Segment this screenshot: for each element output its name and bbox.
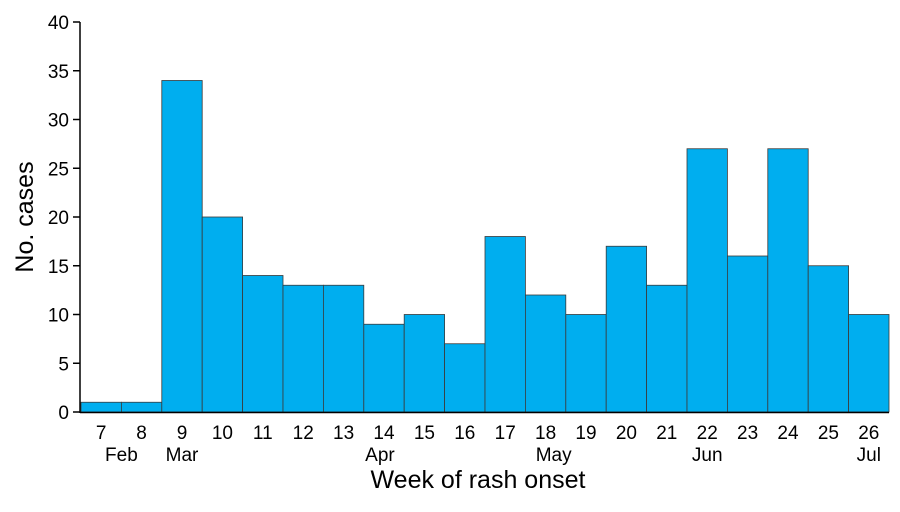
month-label: Mar xyxy=(166,445,199,466)
bar-week-8 xyxy=(121,401,163,413)
x-tick-label: 7 xyxy=(96,423,107,444)
x-tick-label: 9 xyxy=(177,423,188,444)
month-label: Jun xyxy=(692,445,723,466)
x-axis-label: Week of rash onset xyxy=(371,466,586,494)
x-tick-label: 12 xyxy=(293,423,314,444)
bar-week-20 xyxy=(605,245,648,413)
x-tick-label: 21 xyxy=(656,423,677,444)
x-tick-label: 16 xyxy=(454,423,475,444)
x-tick-label: 13 xyxy=(333,423,354,444)
axes: 7 8 9 10 11 12 13 14 15 16 17 18 19 20 21 22 23 24 25 26 0 5 1… xyxy=(48,13,889,466)
y-tick-label: 20 xyxy=(48,208,69,229)
y-tick-label: 10 xyxy=(48,306,69,327)
x-tick-label: 17 xyxy=(495,423,516,444)
bar-week-17 xyxy=(484,236,526,413)
bar-week-14 xyxy=(363,323,405,413)
x-tick-label: 23 xyxy=(737,423,758,444)
x-tick-label: 14 xyxy=(373,423,395,444)
x-tick-label: 20 xyxy=(616,423,637,444)
bar-week-12 xyxy=(282,284,324,413)
x-tick-label: 19 xyxy=(575,423,596,444)
x-tick-label: 15 xyxy=(414,423,435,444)
month-label: Jul xyxy=(857,445,881,466)
bar-week-16 xyxy=(444,343,486,413)
month-label: May xyxy=(536,445,572,466)
y-tick-label: 0 xyxy=(58,403,69,424)
x-tick-label: 8 xyxy=(136,423,147,444)
y-axis-label: No. cases xyxy=(11,161,39,272)
bar-week-10 xyxy=(201,216,243,413)
bar-week-13 xyxy=(322,284,365,413)
bar-week-7 xyxy=(80,401,122,413)
x-tick-label: 26 xyxy=(858,423,879,444)
x-tick-label: 18 xyxy=(535,423,556,444)
y-tick-label: 15 xyxy=(48,257,69,278)
bar-week-21 xyxy=(646,284,688,413)
bar-week-19 xyxy=(565,314,607,413)
bar-week-23 xyxy=(727,255,769,413)
y-tick-label: 25 xyxy=(48,159,69,180)
y-tick-label: 40 xyxy=(48,13,69,34)
x-tick-label: 24 xyxy=(777,423,799,444)
month-label: Feb xyxy=(105,445,138,466)
y-tick-label: 30 xyxy=(48,111,69,132)
y-tick-label: 35 xyxy=(48,62,69,83)
bar-week-15 xyxy=(403,314,446,413)
bar-week-25 xyxy=(807,265,850,413)
bar-week-26 xyxy=(848,314,890,413)
bar-week-22 xyxy=(686,148,728,413)
bar-week-18 xyxy=(525,294,567,413)
x-tick-label: 25 xyxy=(818,423,839,444)
x-tick-label: 11 xyxy=(253,423,273,444)
y-tick-label: 5 xyxy=(58,354,69,375)
bar-week-24 xyxy=(767,148,809,413)
bars xyxy=(80,80,890,413)
x-tick-label: 10 xyxy=(212,423,233,444)
bar-week-9 xyxy=(161,80,203,413)
bar-week-11 xyxy=(242,275,284,413)
month-label: Apr xyxy=(365,445,395,466)
x-tick-label: 22 xyxy=(697,423,718,444)
